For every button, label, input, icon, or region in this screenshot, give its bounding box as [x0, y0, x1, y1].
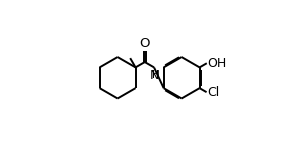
Text: OH: OH	[207, 57, 226, 70]
Text: O: O	[140, 37, 150, 50]
Text: Cl: Cl	[207, 86, 219, 99]
Text: N: N	[150, 69, 159, 82]
Text: H: H	[152, 71, 159, 81]
